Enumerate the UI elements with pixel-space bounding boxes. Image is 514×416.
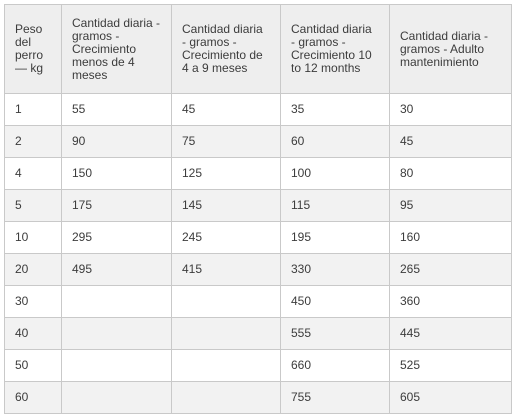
table-cell: 245	[171, 221, 281, 254]
table-cell: 75	[171, 125, 281, 158]
table-cell: 605	[389, 381, 512, 414]
table-cell: 1	[4, 93, 62, 126]
table-cell	[61, 317, 172, 350]
table-cell	[61, 349, 172, 382]
table-row: 4 150 125 100 80	[4, 157, 512, 190]
table-row: 50 660 525	[4, 349, 512, 382]
table-cell	[171, 381, 281, 414]
table-cell: 755	[280, 381, 390, 414]
table-cell	[61, 285, 172, 318]
table-cell	[171, 349, 281, 382]
table-row: 30 450 360	[4, 285, 512, 318]
feeding-table: Peso del perro — kg Cantidad diaria - gr…	[4, 4, 512, 414]
table-cell: 175	[61, 189, 172, 222]
table-cell: 60	[4, 381, 62, 414]
table-cell: 4	[4, 157, 62, 190]
table-cell: 295	[61, 221, 172, 254]
table-cell: 150	[61, 157, 172, 190]
table-cell: 95	[389, 189, 512, 222]
header-growth-4-to-9-months: Cantidad diaria - gramos - Crecimiento d…	[171, 4, 281, 94]
table-cell: 145	[171, 189, 281, 222]
table-cell: 30	[4, 285, 62, 318]
header-growth-10-to-12-months: Cantidad diaria - gramos - Crecimiento 1…	[280, 4, 390, 94]
table-cell: 115	[280, 189, 390, 222]
table-cell: 445	[389, 317, 512, 350]
table-cell: 45	[171, 93, 281, 126]
table-cell: 160	[389, 221, 512, 254]
table-row: 10 295 245 195 160	[4, 221, 512, 254]
table-cell: 360	[389, 285, 512, 318]
table-cell: 90	[61, 125, 172, 158]
table-cell: 35	[280, 93, 390, 126]
table-cell: 40	[4, 317, 62, 350]
table-row: 20 495 415 330 265	[4, 253, 512, 286]
table-header-row: Peso del perro — kg Cantidad diaria - gr…	[4, 4, 512, 94]
table-cell: 5	[4, 189, 62, 222]
table-cell: 2	[4, 125, 62, 158]
table-cell	[171, 285, 281, 318]
header-growth-under-4-months: Cantidad diaria - gramos - Crecimiento m…	[61, 4, 172, 94]
table-cell: 10	[4, 221, 62, 254]
table-cell	[171, 317, 281, 350]
table-cell: 125	[171, 157, 281, 190]
table-cell: 45	[389, 125, 512, 158]
table-row: 2 90 75 60 45	[4, 125, 512, 158]
table-cell	[61, 381, 172, 414]
table-cell: 100	[280, 157, 390, 190]
header-adult-maintenance: Cantidad diaria - gramos - Adulto manten…	[389, 4, 512, 94]
table-cell: 555	[280, 317, 390, 350]
table-row: 5 175 145 115 95	[4, 189, 512, 222]
table-cell: 265	[389, 253, 512, 286]
table-cell: 525	[389, 349, 512, 382]
table-cell: 195	[280, 221, 390, 254]
table-row: 40 555 445	[4, 317, 512, 350]
feeding-table-container: Peso del perro — kg Cantidad diaria - gr…	[4, 4, 512, 414]
table-cell: 30	[389, 93, 512, 126]
table-cell: 450	[280, 285, 390, 318]
table-cell: 20	[4, 253, 62, 286]
table-cell: 495	[61, 253, 172, 286]
table-cell: 60	[280, 125, 390, 158]
table-cell: 415	[171, 253, 281, 286]
table-cell: 55	[61, 93, 172, 126]
table-row: 1 55 45 35 30	[4, 93, 512, 126]
header-dog-weight: Peso del perro — kg	[4, 4, 62, 94]
table-cell: 80	[389, 157, 512, 190]
table-cell: 50	[4, 349, 62, 382]
table-cell: 330	[280, 253, 390, 286]
table-row: 60 755 605	[4, 381, 512, 414]
table-cell: 660	[280, 349, 390, 382]
